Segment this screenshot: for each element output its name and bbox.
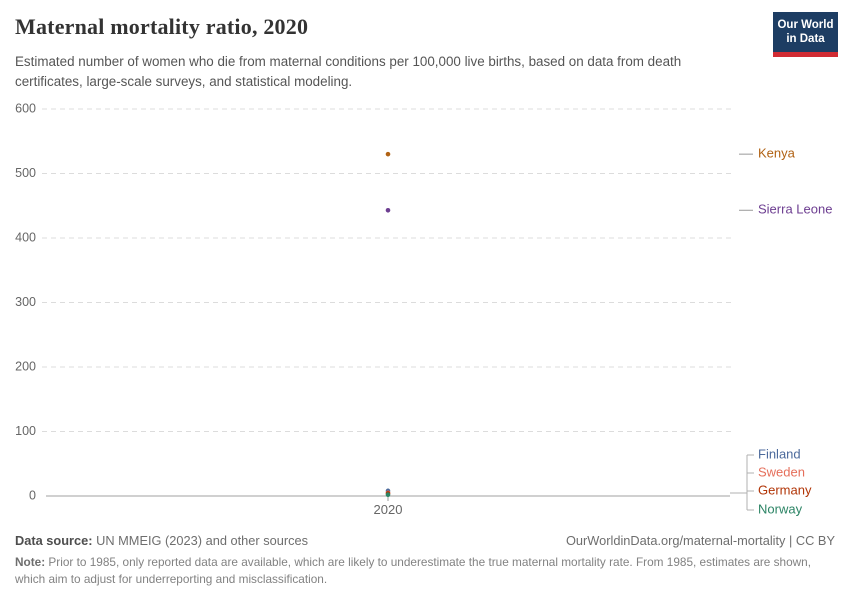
y-tick-label-300: 300: [15, 295, 36, 309]
series-label-sweden[interactable]: Sweden: [758, 464, 805, 479]
footnote-label: Note:: [15, 555, 46, 569]
series-label-norway[interactable]: Norway: [758, 501, 803, 516]
series-label-finland[interactable]: Finland: [758, 446, 801, 461]
chart-subtitle: Estimated number of women who die from m…: [15, 54, 682, 90]
data-source-value: UN MMEIG (2023) and other sources: [92, 533, 309, 548]
data-source-line: Data source: UN MMEIG (2023) and other s…: [15, 533, 308, 548]
owid-url-link[interactable]: OurWorldinData.org/maternal-mortality | …: [565, 533, 835, 548]
chart-title: Maternal mortality ratio, 2020: [15, 14, 309, 39]
point-sierra-leone[interactable]: [385, 207, 391, 213]
owid-logo-line1: Our World: [777, 19, 834, 31]
y-tick-label-400: 400: [15, 230, 36, 244]
series-label-germany[interactable]: Germany: [758, 482, 812, 497]
chart-plot-area: 0 100 200 300 400 500 600 2020 Kenya Sierra Leone…: [15, 101, 832, 517]
point-norway[interactable]: [385, 492, 391, 498]
x-tick-label: 2020: [374, 502, 403, 517]
footnote: Note: Prior to 1985, only reported data …: [15, 554, 837, 588]
owid-logo-line2: in Data: [786, 33, 825, 46]
data-source-label: Data source:: [15, 533, 93, 548]
y-tick-label-600: 600: [15, 101, 36, 115]
y-tick-label-500: 500: [15, 166, 36, 180]
owid-logo[interactable]: Our World in Data: [773, 12, 838, 57]
footnote-value: Prior to 1985, only reported data are av…: [15, 555, 812, 587]
series-label-kenya[interactable]: Kenya: [758, 146, 796, 161]
y-tick-label-100: 100: [15, 424, 36, 438]
point-kenya[interactable]: [385, 151, 391, 157]
y-tick-label-0: 0: [29, 488, 36, 502]
series-label-sierra-leone[interactable]: Sierra Leone: [758, 202, 832, 217]
y-tick-label-200: 200: [15, 359, 36, 373]
